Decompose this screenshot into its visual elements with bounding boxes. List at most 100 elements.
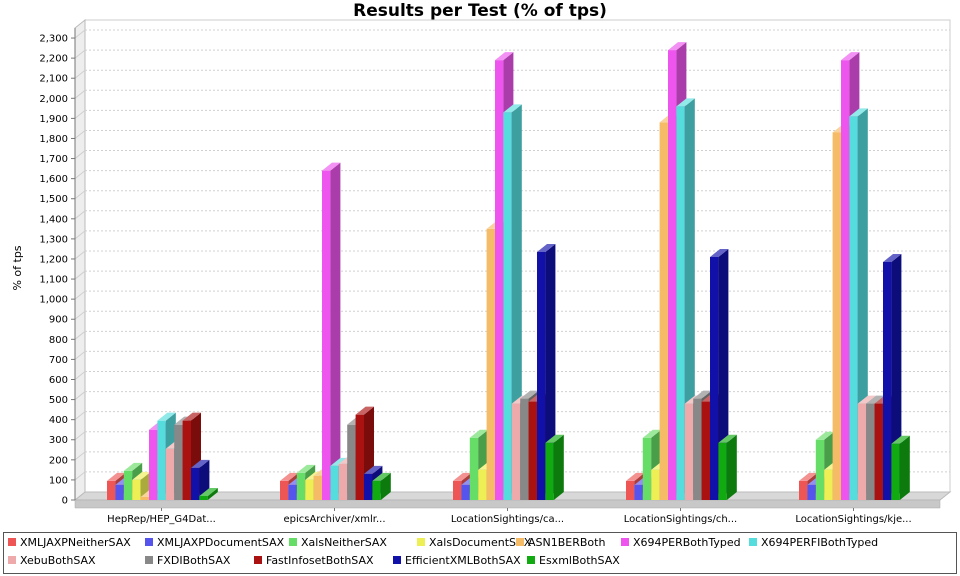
bar: [199, 487, 218, 500]
y-tick-label: 2,200: [39, 54, 68, 65]
y-tick-label: 1,900: [39, 114, 68, 125]
bar-top: [883, 253, 902, 262]
bar-front: [841, 60, 850, 500]
bar-top: [132, 471, 151, 480]
bar-front: [511, 403, 521, 500]
bar-front: [157, 420, 166, 500]
bar-front: [288, 484, 297, 500]
bar-front: [174, 424, 183, 500]
gridline-wall: [74, 451, 86, 461]
gridline-wall: [74, 310, 86, 320]
bar-top: [668, 42, 687, 51]
chart-title: Results per Test (% of tps): [353, 1, 607, 21]
legend-swatch: [145, 538, 153, 546]
legend-label: XMLJAXPNeitherSAX: [20, 536, 131, 549]
legend-swatch: [516, 538, 524, 546]
x-tick-label: HepRep/HEP_G4Dat...: [107, 514, 216, 525]
bar-top: [280, 472, 299, 481]
bar-top: [545, 434, 564, 443]
gridline-wall: [74, 391, 86, 400]
bar-front: [676, 106, 685, 501]
bar-front: [815, 439, 825, 500]
chart-legend: XMLJAXPNeitherSAX XMLJAXPDocumentSAX XalsN…: [3, 532, 957, 574]
bar-front: [849, 116, 858, 501]
x-tick-label: LocationSightings/ca...: [451, 514, 564, 525]
gridline-wall: [74, 431, 86, 441]
bar-top: [157, 412, 176, 421]
y-tick-label: 900: [49, 315, 68, 326]
bar-front: [832, 132, 841, 500]
bar-top: [849, 108, 868, 117]
gridline-wall: [74, 270, 86, 280]
gridline-wall: [74, 230, 86, 240]
legend-label: X694PERBothTyped: [633, 536, 741, 549]
y-tick-label: 1,600: [39, 174, 68, 185]
x-tick-label: epicsArchiver/xmlr...: [283, 514, 385, 525]
bar-top: [676, 98, 695, 107]
bar-top: [372, 472, 391, 481]
bar-front: [495, 60, 504, 500]
legend-item: XalsDocumentSAX: [417, 536, 531, 550]
bar-front: [684, 403, 694, 500]
bar-side: [726, 434, 737, 500]
bar-top: [199, 487, 218, 496]
bar-top: [626, 472, 645, 481]
bar-front: [123, 470, 133, 500]
legend-label: XalsDocumentSAX: [429, 536, 532, 549]
bar-front: [701, 401, 710, 500]
bar-top: [453, 472, 472, 481]
bar-top: [693, 390, 712, 399]
y-tick-label: 200: [49, 455, 68, 466]
legend-item: EfficientXMLBothSAX: [393, 554, 521, 568]
y-tick-label: 1,300: [39, 234, 68, 245]
y-tick-label: 1,700: [39, 154, 68, 165]
bar: [191, 459, 210, 500]
bar-front: [824, 469, 833, 500]
legend-swatch: [749, 538, 757, 546]
legend-swatch: [527, 556, 535, 564]
y-tick-label: 1,200: [39, 254, 68, 265]
bar-side: [380, 472, 391, 500]
bar: [718, 434, 737, 500]
legend-item: XalsNeitherSAX: [289, 536, 387, 550]
bar-front: [140, 496, 149, 500]
bar-front: [338, 463, 348, 500]
legend-swatch: [417, 538, 425, 546]
bar-front: [322, 170, 331, 500]
bar-front: [693, 398, 702, 500]
bar-front: [191, 467, 200, 500]
bar-front: [149, 429, 158, 500]
chart-plot: 0 100 200 300 400 500 600 700 800 900 1,000 1,100 1,…: [11, 18, 952, 525]
bar-front: [355, 414, 364, 500]
bar-top: [123, 462, 143, 471]
gridline-wall: [74, 150, 86, 159]
gridline-wall: [74, 411, 86, 421]
bar-top: [891, 435, 910, 444]
plot-base: [74, 499, 941, 509]
gridline-wall: [74, 330, 86, 340]
legend-label: XebuBothSAX: [20, 554, 96, 567]
bar-side: [330, 162, 341, 500]
gridline-wall: [74, 290, 86, 300]
bar-front: [651, 469, 660, 500]
bar-front: [857, 403, 867, 500]
bar-top: [182, 412, 201, 421]
bar-front: [132, 479, 141, 500]
gridline-wall: [74, 49, 86, 59]
bar-front: [347, 424, 356, 500]
gridline-wall: [74, 130, 86, 139]
bar: [545, 434, 564, 500]
bar-front: [305, 479, 314, 500]
legend-swatch: [254, 556, 262, 564]
x-tick-label: LocationSightings/ch...: [624, 514, 737, 525]
legend-label: EfficientXMLBothSAX: [405, 554, 521, 567]
bar-top: [799, 472, 818, 481]
bar-front: [866, 403, 875, 500]
legend-item: XebuBothSAX: [8, 554, 96, 568]
legend-item: EsxmlBothSAX: [527, 554, 620, 568]
bar-front: [364, 473, 373, 500]
y-tick-label: 500: [49, 395, 68, 406]
bar: [372, 472, 391, 500]
legend-item: ASN1BERBoth: [516, 536, 605, 550]
bar: [891, 435, 910, 500]
